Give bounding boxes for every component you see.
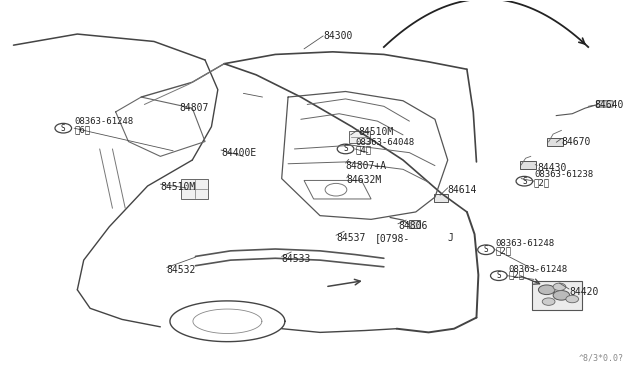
FancyBboxPatch shape bbox=[349, 131, 370, 143]
Circle shape bbox=[553, 291, 570, 300]
Text: 84806: 84806 bbox=[398, 221, 428, 231]
Text: 〈2〉: 〈2〉 bbox=[495, 247, 512, 256]
Text: ^8/3*0.0?: ^8/3*0.0? bbox=[579, 353, 623, 362]
Circle shape bbox=[538, 285, 555, 295]
Text: 84807: 84807 bbox=[179, 103, 209, 113]
Text: 84510M: 84510M bbox=[161, 182, 196, 192]
Text: 08363-61248: 08363-61248 bbox=[74, 118, 133, 126]
FancyBboxPatch shape bbox=[520, 161, 536, 169]
Text: 08363-61248: 08363-61248 bbox=[495, 239, 555, 248]
FancyBboxPatch shape bbox=[532, 281, 582, 310]
Text: 08363-61238: 08363-61238 bbox=[534, 170, 593, 179]
Text: [0798-: [0798- bbox=[374, 233, 410, 243]
Text: 84670: 84670 bbox=[561, 137, 591, 147]
Circle shape bbox=[542, 298, 555, 305]
Text: 〈6〉: 〈6〉 bbox=[74, 125, 90, 134]
Text: 〈2〉: 〈2〉 bbox=[534, 178, 550, 187]
Text: 08363-61248: 08363-61248 bbox=[508, 265, 568, 274]
Text: 84533: 84533 bbox=[282, 254, 311, 264]
Circle shape bbox=[566, 295, 579, 303]
Text: S: S bbox=[61, 124, 65, 133]
Text: 84532: 84532 bbox=[167, 266, 196, 276]
Text: S: S bbox=[497, 271, 501, 280]
Text: S: S bbox=[522, 177, 527, 186]
Text: 84420: 84420 bbox=[569, 286, 598, 296]
Text: 84632M: 84632M bbox=[347, 176, 382, 185]
FancyBboxPatch shape bbox=[547, 138, 563, 146]
Text: 84510M: 84510M bbox=[358, 127, 394, 137]
FancyBboxPatch shape bbox=[596, 101, 613, 107]
Text: 〈4〉: 〈4〉 bbox=[355, 146, 371, 155]
Text: 84614: 84614 bbox=[448, 186, 477, 195]
Circle shape bbox=[553, 283, 566, 291]
Text: S: S bbox=[484, 245, 488, 254]
Text: 84640: 84640 bbox=[595, 100, 624, 110]
Text: J: J bbox=[448, 233, 454, 243]
FancyBboxPatch shape bbox=[181, 179, 208, 199]
Text: 84537: 84537 bbox=[336, 233, 365, 243]
Text: S: S bbox=[343, 144, 348, 153]
Text: 08363-64048: 08363-64048 bbox=[355, 138, 414, 147]
Text: 84430: 84430 bbox=[537, 163, 566, 173]
Text: 84400E: 84400E bbox=[221, 148, 256, 158]
Text: 84807+A: 84807+A bbox=[346, 161, 387, 171]
Text: 84300: 84300 bbox=[323, 31, 353, 41]
FancyBboxPatch shape bbox=[409, 220, 420, 228]
Text: 〈2〉: 〈2〉 bbox=[508, 270, 525, 279]
FancyBboxPatch shape bbox=[434, 194, 448, 202]
